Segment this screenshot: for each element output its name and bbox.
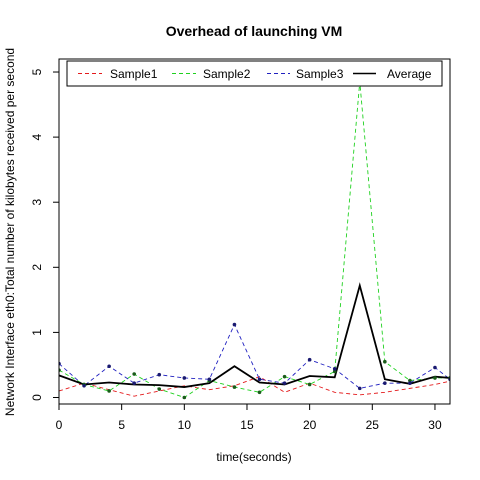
data-point-sample2 <box>107 389 111 393</box>
y-tick-label: 5 <box>30 68 44 75</box>
y-tick-label: 2 <box>30 264 44 271</box>
x-tick-label: 25 <box>366 418 380 432</box>
data-point-sample2 <box>132 372 136 376</box>
series-line-sample3 <box>59 323 450 389</box>
legend-label-sample2: Sample2 <box>203 67 251 81</box>
x-axis: 0 5 10 15 20 25 30 <box>56 404 442 432</box>
data-point-sample3 <box>282 381 287 385</box>
x-tick-label: 20 <box>303 418 317 432</box>
y-tick-label: 4 <box>30 133 44 140</box>
plot-frame <box>58 58 451 405</box>
data-point-sample3 <box>182 376 187 380</box>
plot-series <box>59 81 450 398</box>
data-point-sample3 <box>257 377 262 382</box>
data-point-sample3 <box>332 367 337 371</box>
data-point-sample3 <box>408 381 412 385</box>
data-point-sample3 <box>132 381 136 385</box>
data-point-sample3 <box>383 381 387 385</box>
legend-label-sample3: Sample3 <box>296 67 344 81</box>
chart-title: Overhead of launching VM <box>166 23 343 39</box>
data-point-sample3 <box>433 365 437 370</box>
data-point-sample2 <box>307 382 312 387</box>
legend: Sample1 Sample2 Sample3 Average <box>66 60 443 87</box>
data-point-sample3 <box>357 386 362 391</box>
x-tick-label: 30 <box>428 418 442 432</box>
data-point-sample3 <box>307 357 312 362</box>
data-point-sample2 <box>257 390 262 395</box>
data-point-sample3 <box>207 377 212 382</box>
data-point-sample2 <box>383 359 387 364</box>
data-point-sample2 <box>408 378 412 383</box>
plot-markers <box>59 79 450 400</box>
series-line-sample1 <box>59 376 450 397</box>
x-tick-label: 0 <box>56 418 63 432</box>
legend-label-average: Average <box>387 67 432 81</box>
series-line-sample2 <box>59 81 450 398</box>
y-tick-label: 1 <box>30 329 44 336</box>
data-point-sample3 <box>82 383 86 388</box>
legend-label-sample1: Sample1 <box>110 67 158 81</box>
x-tick-label: 10 <box>178 418 192 432</box>
series-line-average <box>59 282 450 388</box>
x-axis-label: time(seconds) <box>216 450 291 464</box>
data-point-sample2 <box>282 374 287 379</box>
data-point-sample3 <box>157 372 162 377</box>
legend-box <box>66 60 443 87</box>
data-point-sample2 <box>232 385 237 389</box>
x-tick-label: 5 <box>118 418 125 432</box>
data-point-sample3 <box>232 322 237 327</box>
data-point-sample3 <box>107 364 111 369</box>
data-point-sample2 <box>182 395 187 400</box>
x-tick-label: 15 <box>240 418 254 432</box>
data-point-sample2 <box>433 376 437 380</box>
data-point-sample2 <box>157 387 162 391</box>
data-point-sample2 <box>332 369 337 374</box>
y-tick-label: 3 <box>30 199 44 206</box>
y-axis-label: Network Interface eth0:Total number of k… <box>3 48 17 416</box>
y-tick-label: 0 <box>30 394 44 401</box>
y-axis: 0 1 2 3 4 5 <box>30 68 59 401</box>
